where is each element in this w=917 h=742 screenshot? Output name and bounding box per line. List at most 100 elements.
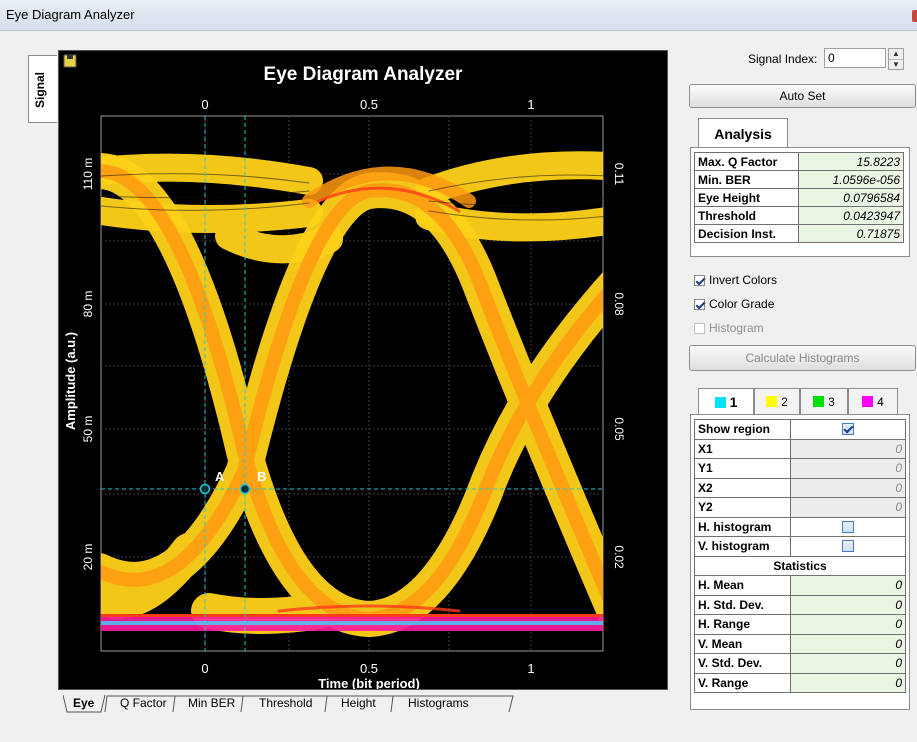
- tab-threshold[interactable]: Threshold: [259, 696, 313, 710]
- stat-key: V. Range: [694, 672, 791, 693]
- tab-histograms[interactable]: Histograms: [408, 696, 469, 710]
- tab-height[interactable]: Height: [341, 696, 376, 710]
- left-y-tick: 50 m: [81, 416, 95, 443]
- table-row: H. Range 0: [694, 614, 906, 635]
- v-histogram-cell: [790, 536, 906, 557]
- region-key: Y1: [694, 458, 791, 479]
- table-row: Statistics: [694, 555, 906, 576]
- title-bar: Eye Diagram Analyzer: [0, 0, 917, 31]
- y1-value[interactable]: 0: [790, 458, 906, 479]
- stat-value: 0: [790, 594, 906, 615]
- v-histogram-label: V. histogram: [694, 536, 791, 557]
- histogram-checkbox[interactable]: Histogram: [694, 320, 764, 336]
- top-x-tick: 0.5: [360, 97, 378, 112]
- analysis-value: 1.0596e-056: [798, 170, 904, 189]
- stat-value: 0: [790, 672, 906, 693]
- region-table: Show region X1 0 Y1 0 X2 0 Y2 0 H. histogram…: [694, 419, 906, 693]
- stat-value: 0: [790, 575, 906, 596]
- tab-eye[interactable]: Eye: [73, 696, 95, 710]
- table-row: V. Std. Dev. 0: [694, 653, 906, 674]
- stat-key: H. Mean: [694, 575, 791, 596]
- analysis-value: 0.71875: [798, 224, 904, 243]
- h-histogram-label: H. histogram: [694, 516, 791, 537]
- y-axis-label: Amplitude (a.u.): [63, 332, 78, 430]
- table-row: Show region: [694, 419, 906, 440]
- color-grade-label: Color Grade: [709, 297, 775, 311]
- checkbox-icon[interactable]: [694, 323, 705, 334]
- table-row: Eye Height 0.0796584: [694, 188, 904, 207]
- tab-label: 2: [781, 395, 788, 409]
- statistics-header: Statistics: [694, 555, 906, 576]
- x-axis-label: Time (bit period): [318, 676, 420, 689]
- bottom-x-tick: 0.5: [360, 661, 378, 676]
- table-row: Max. Q Factor 15.8223: [694, 152, 904, 171]
- table-row: H. Std. Dev. 0: [694, 594, 906, 615]
- marker-b-label: B: [257, 469, 266, 484]
- tab-region-3[interactable]: 3: [800, 388, 848, 414]
- stat-key: V. Std. Dev.: [694, 653, 791, 674]
- spin-down-icon[interactable]: ▼: [892, 60, 900, 69]
- check-icon[interactable]: [694, 275, 705, 286]
- plot-title: Eye Diagram Analyzer: [264, 64, 463, 85]
- v-histogram-checkbox[interactable]: [842, 540, 854, 553]
- spin-up-icon[interactable]: ▲: [889, 49, 903, 60]
- plot-area: [100, 115, 604, 652]
- tab-label: 3: [828, 395, 835, 409]
- marker-a[interactable]: [199, 483, 211, 495]
- bottom-x-tick: 1: [527, 661, 534, 676]
- h-histogram-cell: [790, 516, 906, 537]
- table-row: Decision Inst. 0.71875: [694, 224, 904, 243]
- table-row: X2 0: [694, 477, 906, 498]
- tab-region-1[interactable]: 1: [698, 388, 754, 414]
- color-grade-checkbox[interactable]: Color Grade: [694, 296, 774, 312]
- check-icon[interactable]: [694, 299, 705, 310]
- signal-index-spinner[interactable]: ▲ ▼: [888, 48, 904, 70]
- table-row: Min. BER 1.0596e-056: [694, 170, 904, 189]
- right-y-tick: 0.11: [612, 163, 626, 186]
- region-key: Y2: [694, 497, 791, 518]
- table-row: H. Mean 0: [694, 575, 906, 596]
- tab-signal[interactable]: Signal: [28, 55, 57, 123]
- window-title: Eye Diagram Analyzer: [6, 7, 135, 22]
- analysis-value: 0.0796584: [798, 188, 904, 207]
- x1-value[interactable]: 0: [790, 438, 906, 459]
- table-row: V. Mean 0: [694, 633, 906, 654]
- region-tabs: 1 2 3 4: [698, 388, 902, 414]
- tab-region-2[interactable]: 2: [754, 388, 800, 414]
- eye-diagram-plot[interactable]: Eye Diagram Analyzer: [58, 50, 668, 691]
- analysis-key: Eye Height: [694, 188, 799, 207]
- tab-signal-label: Signal: [33, 71, 47, 108]
- tab-q-factor[interactable]: Q Factor: [120, 696, 167, 710]
- stat-value: 0: [790, 614, 906, 635]
- y2-value[interactable]: 0: [790, 497, 906, 518]
- analysis-key: Threshold: [694, 206, 799, 225]
- region-4-swatch: [862, 396, 874, 407]
- show-region-label: Show region: [694, 419, 791, 440]
- calculate-histograms-button[interactable]: Calculate Histograms: [689, 345, 916, 371]
- x2-value[interactable]: 0: [790, 477, 906, 498]
- table-row: Y2 0: [694, 497, 906, 518]
- table-row: V. Range 0: [694, 672, 906, 693]
- marker-a-label: A: [215, 469, 225, 484]
- top-x-tick: 1: [527, 97, 534, 112]
- region-3-swatch: [813, 396, 825, 407]
- auto-set-button[interactable]: Auto Set: [689, 84, 916, 108]
- region-2-swatch: [766, 396, 778, 407]
- h-histogram-checkbox[interactable]: [842, 520, 854, 533]
- invert-colors-checkbox[interactable]: Invert Colors: [694, 272, 777, 288]
- tab-label: 1: [729, 394, 738, 410]
- analysis-key: Min. BER: [694, 170, 799, 189]
- table-row: Y1 0: [694, 458, 906, 479]
- signal-index-input[interactable]: [824, 48, 886, 68]
- marker-b[interactable]: [239, 483, 251, 495]
- tab-min-ber[interactable]: Min BER: [188, 696, 236, 710]
- analysis-value: 15.8223: [798, 152, 904, 171]
- tab-region-4[interactable]: 4: [848, 388, 898, 414]
- close-icon[interactable]: [912, 10, 917, 22]
- show-region-checkbox[interactable]: [842, 423, 854, 436]
- region-key: X2: [694, 477, 791, 498]
- tab-analysis[interactable]: Analysis: [698, 118, 788, 148]
- histogram-label: Histogram: [709, 321, 764, 335]
- region-panel: Show region X1 0 Y1 0 X2 0 Y2 0 H. histogram…: [690, 414, 910, 710]
- left-y-tick: 80 m: [81, 291, 95, 318]
